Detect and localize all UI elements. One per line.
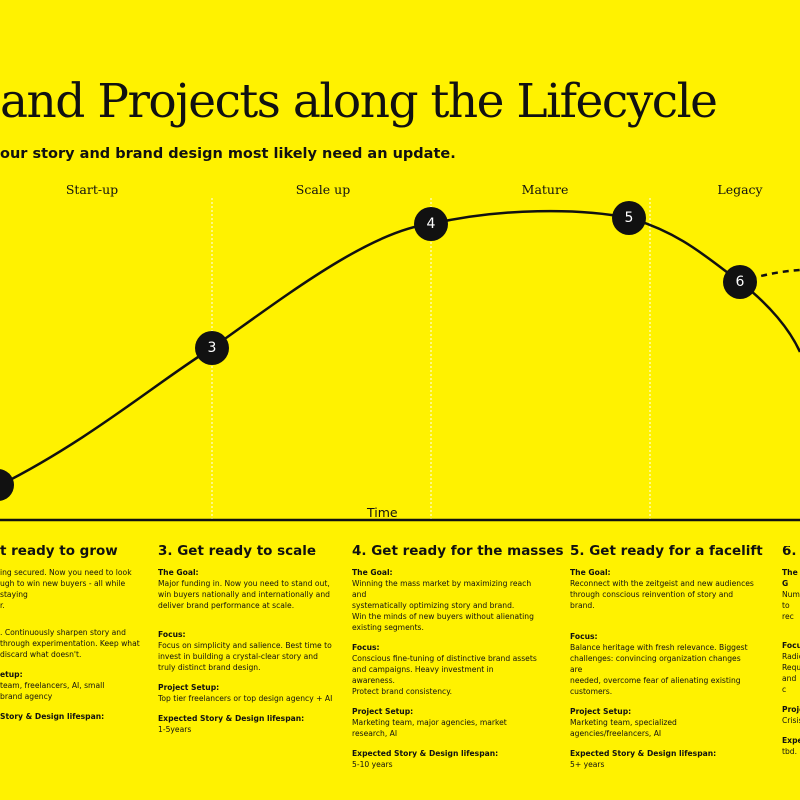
goal-text: ing secured. Now you need to look ugh to… xyxy=(0,568,132,610)
lifespan-text: 5+ years xyxy=(570,760,605,769)
lifespan-label: Expected Story & Design lifespan: xyxy=(158,714,305,723)
column-scale: 3. Get ready to scale The Goal: Major fu… xyxy=(158,543,343,744)
goal-text: Major funding in. Now you need to stand … xyxy=(158,579,330,610)
lifespan-label: Expe xyxy=(782,736,800,745)
node-2-partial xyxy=(0,469,14,501)
setup-text: Marketing team, specialized agencies/fre… xyxy=(570,718,677,738)
focus-label: Focus: xyxy=(158,630,186,639)
setup-text: Marketing team, major agencies, market r… xyxy=(352,718,507,738)
goal-text: Winning the mass market by maximizing re… xyxy=(352,579,534,632)
setup-label: Project Setup: xyxy=(352,707,414,716)
node-4: 4 xyxy=(414,207,448,241)
lifespan-label: Expected Story & Design lifespan: xyxy=(352,749,499,758)
column-masses: 4. Get ready for the masses The Goal: Wi… xyxy=(352,543,564,779)
setup-label: etup: xyxy=(0,670,23,679)
column-title: 5. Get ready for a facelift xyxy=(570,543,763,559)
focus-text: Balance heritage with fresh relevance. B… xyxy=(570,643,748,696)
page-title: and Projects along the Lifecycle xyxy=(0,74,718,129)
focus-label: Focus: xyxy=(570,632,598,641)
column-title: 3. Get ready to scale xyxy=(158,543,317,559)
setup-label: Proje xyxy=(782,705,800,714)
setup-text: Crisis xyxy=(782,716,800,725)
setup-text: team, freelancers, AI, small brand agenc… xyxy=(0,681,105,701)
lifecycle-curve xyxy=(0,209,800,487)
goal-text: Numb to rec xyxy=(782,590,800,621)
focus-text: Conscious fine-tuning of distinctive bra… xyxy=(352,654,537,696)
focus-label: Focus: xyxy=(352,643,380,652)
setup-text: Top tier freelancers or top design agenc… xyxy=(158,694,333,703)
lifespan-text: tbd. xyxy=(782,747,798,756)
setup-label: Project Setup: xyxy=(158,683,220,692)
focus-text: Focus on simplicity and salience. Best t… xyxy=(158,641,332,672)
goal-label: The Goal: xyxy=(158,568,199,577)
column-title: t ready to grow xyxy=(0,543,118,559)
column-title: 4. Get ready for the masses xyxy=(352,543,564,559)
phase-label-legacy: Legacy xyxy=(717,182,763,197)
node-6: 6 xyxy=(723,265,757,299)
goal-label: The G xyxy=(782,568,798,588)
lifespan-text: 5-10 years xyxy=(352,760,393,769)
focus-text: . Continuously sharpen story and through… xyxy=(0,628,140,659)
phase-label-mature: Mature xyxy=(521,182,569,197)
column-title: 6. G xyxy=(782,546,800,559)
phase-label-start-up: Start-up xyxy=(65,182,119,197)
focus-label: Focu xyxy=(782,641,800,650)
node-5: 5 xyxy=(612,201,646,235)
setup-label: Project Setup: xyxy=(570,707,632,716)
node-3: 3 xyxy=(195,331,229,365)
time-axis-label: Time xyxy=(367,505,398,520)
column-6-partial: 6. G The G Numb to rec Focu Radic Requ a… xyxy=(782,546,800,766)
page-subtitle: our story and brand design most likely n… xyxy=(0,146,456,162)
focus-text: Radic Requ and c xyxy=(782,652,800,694)
goal-label: The Goal: xyxy=(352,568,393,577)
lifespan-text: 1-5years xyxy=(158,725,192,734)
lifespan-label: Expected Story & Design lifespan: xyxy=(570,749,717,758)
goal-label: The Goal: xyxy=(570,568,611,577)
goal-text: Reconnect with the zeitgeist and new aud… xyxy=(570,579,754,610)
column-facelift: 5. Get ready for a facelift The Goal: Re… xyxy=(570,543,763,779)
lifespan-label: Story & Design lifespan: xyxy=(0,712,105,721)
column-grow: t ready to grow ing secured. Now you nee… xyxy=(0,543,150,731)
phase-label-scale-up: Scale up xyxy=(295,182,351,197)
